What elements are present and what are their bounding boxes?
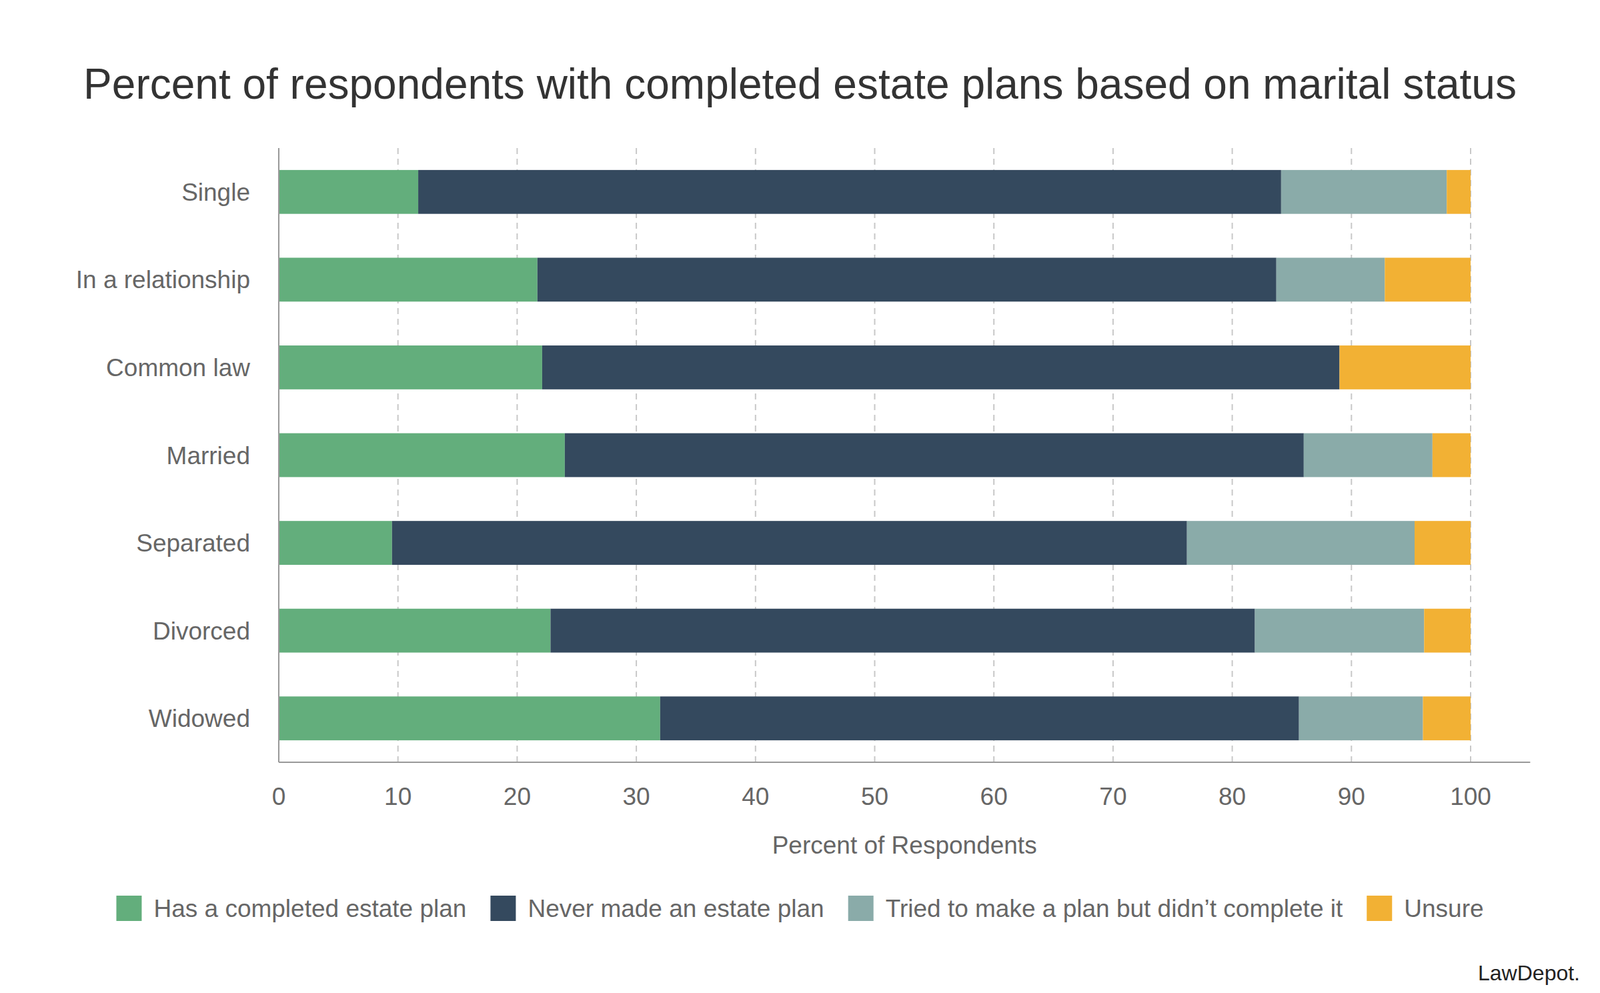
category-label: Widowed xyxy=(148,704,251,733)
bar-segment xyxy=(1281,170,1447,215)
bar-segment xyxy=(542,345,1340,390)
bar-segment xyxy=(278,433,565,478)
bars xyxy=(278,170,1471,741)
bar-segment xyxy=(1303,433,1433,478)
tick-label: 30 xyxy=(622,782,651,811)
bar-segment xyxy=(1384,257,1471,302)
bar-segment xyxy=(1255,608,1425,653)
tick-label: 20 xyxy=(503,782,531,811)
bar-segment xyxy=(278,696,661,741)
bar-segment xyxy=(278,170,419,215)
bar-segment xyxy=(1414,520,1471,565)
bar-segment xyxy=(1446,170,1471,215)
legend-label: Unsure xyxy=(1403,895,1484,923)
category-label: Common law xyxy=(106,354,251,382)
bar-segment xyxy=(1432,433,1471,478)
tick-label: 100 xyxy=(1449,782,1492,811)
chart: Percent of respondents with completed es… xyxy=(0,0,1600,993)
legend-label: Never made an estate plan xyxy=(527,895,824,923)
category-label: Single xyxy=(181,178,251,207)
category-label: Married xyxy=(166,442,251,470)
legend: Has a completed estate plan Never made an… xyxy=(116,895,1484,923)
tick-label: 70 xyxy=(1099,782,1127,811)
tick-label: 50 xyxy=(861,782,889,811)
y-axis xyxy=(278,148,280,763)
bar-segment xyxy=(1339,345,1471,390)
bar-segment xyxy=(278,520,393,565)
bar-segment xyxy=(1423,608,1471,653)
tick-label: 10 xyxy=(384,782,412,811)
legend-label: Has a completed estate plan xyxy=(153,895,467,923)
title: Percent of respondents with completed es… xyxy=(83,60,1517,109)
x-axis-label: Percent of Respondents xyxy=(772,831,1038,860)
legend-swatch xyxy=(1366,895,1392,922)
tick-label: 60 xyxy=(980,782,1008,811)
legend-swatch xyxy=(848,895,874,922)
tick-label: 80 xyxy=(1218,782,1246,811)
bar-segment xyxy=(418,170,1282,215)
bar-segment xyxy=(1299,696,1424,741)
bar-segment xyxy=(278,608,551,653)
bar-segment xyxy=(564,433,1304,478)
legend-swatch xyxy=(490,895,516,922)
bar-segment xyxy=(1276,257,1386,302)
bar-segment xyxy=(1187,520,1415,565)
bar-segment xyxy=(660,696,1300,741)
bar-segment xyxy=(537,257,1277,302)
tick-label: 90 xyxy=(1337,782,1366,811)
bar-segment xyxy=(392,520,1188,565)
category-label: Divorced xyxy=(152,617,251,645)
legend-swatch xyxy=(116,895,142,922)
bar-segment xyxy=(278,345,543,390)
category-label: Separated xyxy=(136,529,251,557)
bar-segment xyxy=(278,257,538,302)
source: LawDepot. xyxy=(1477,961,1580,986)
bar-segment xyxy=(1423,696,1471,741)
bar-segment xyxy=(550,608,1255,653)
category-label: In a relationship xyxy=(76,266,251,294)
legend-label: Tried to make a plan but didn’t complete… xyxy=(885,895,1344,923)
x-axis xyxy=(278,761,1530,763)
tick-label: 40 xyxy=(741,782,769,811)
tick-label: 0 xyxy=(272,782,287,811)
